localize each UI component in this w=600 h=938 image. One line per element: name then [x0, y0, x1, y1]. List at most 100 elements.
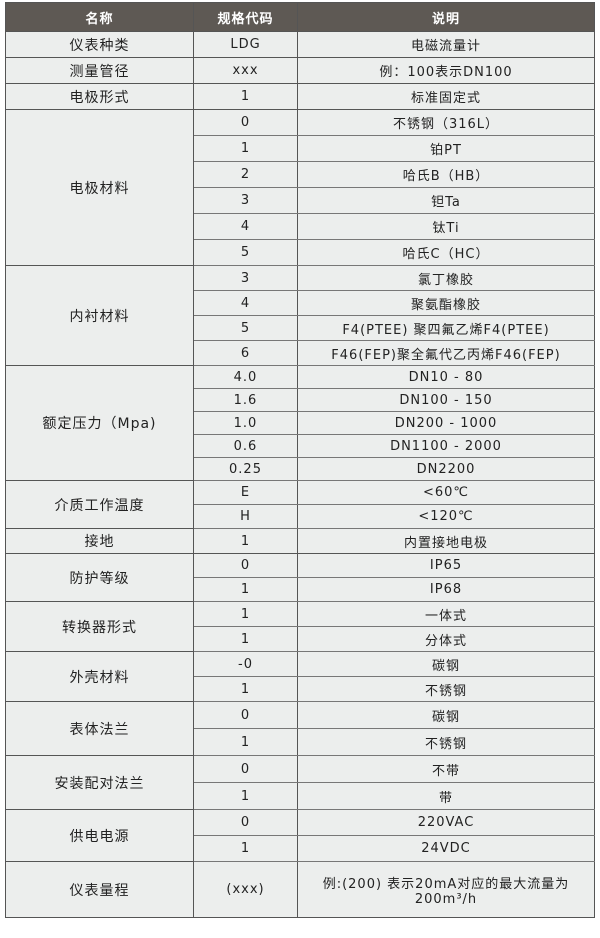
spec-code-cell: 3: [193, 265, 298, 291]
table-row: 接地 1 内置接地电极: [5, 528, 595, 554]
spec-code-cell: 1.6: [193, 388, 298, 412]
table-row: 0.6 DN1100 - 2000: [6, 434, 595, 458]
table-row: 防护等级 0 IP65: [5, 553, 595, 602]
spec-desc-cell: 带: [297, 782, 595, 810]
spec-code-cell: 3: [193, 187, 298, 214]
spec-name-cell: 介质工作温度: [5, 480, 194, 529]
table-row: 5 哈氏C（HC）: [6, 239, 595, 266]
spec-desc-cell: 不带: [297, 755, 595, 783]
spec-desc-cell: 24VDC: [297, 835, 595, 862]
spec-name-cell: 转换器形式: [5, 601, 194, 652]
spec-desc-cell: DN100 - 150: [297, 388, 595, 412]
spec-code-cell: 6: [193, 340, 298, 366]
spec-desc-cell: 氯丁橡胶: [297, 265, 595, 291]
spec-desc-cell: IP68: [297, 577, 595, 602]
table-row: 5 F4(PTEE) 聚四氟乙烯F4(PTEE): [6, 315, 595, 341]
spec-code-cell: 1: [193, 528, 298, 554]
spec-code-cell: 0.6: [193, 434, 298, 458]
spec-code-cell: 0: [193, 755, 298, 783]
table-row: 1.0 DN200 - 1000: [6, 411, 595, 435]
table-row: 安装配对法兰 0 不带: [5, 755, 595, 810]
spec-desc-cell: IP65: [297, 553, 595, 578]
spec-desc-cell: 钽Ta: [297, 187, 595, 214]
header-desc: 说明: [297, 2, 595, 32]
spec-desc-cell: 钛Ti: [297, 213, 595, 240]
table-row: 外壳材料 -0 碳钢: [5, 651, 595, 702]
spec-code-cell: 1: [193, 83, 298, 110]
spec-code-cell: 1: [193, 835, 298, 862]
spec-desc-cell: 标准固定式: [297, 83, 595, 110]
table-row: H <120℃: [6, 504, 595, 529]
table-row: 4 聚氨酯橡胶: [6, 290, 595, 316]
spec-desc-cell: 220VAC: [297, 809, 595, 836]
spec-code-cell: xxx: [193, 57, 298, 84]
table-row: 1.6 DN100 - 150: [6, 388, 595, 412]
table-row: 额定压力（Mpa) 4.0 DN10 - 80: [5, 365, 595, 481]
table-row: 2 哈氏B（HB）: [6, 161, 595, 188]
spec-code-cell: 0: [193, 109, 298, 136]
table-row: 介质工作温度 E <60℃: [5, 480, 595, 529]
spec-code-cell: 4: [193, 213, 298, 240]
spec-name-cell: 接地: [5, 528, 194, 554]
spec-code-cell: 5: [193, 315, 298, 341]
spec-name-cell: 表体法兰: [5, 701, 194, 756]
spec-desc-cell: <60℃: [297, 480, 595, 505]
spec-code-cell: 1: [193, 626, 298, 652]
spec-desc-cell: 碳钢: [297, 701, 595, 729]
spec-desc-cell: 不锈钢: [297, 728, 595, 756]
spec-code-cell: 1.0: [193, 411, 298, 435]
spec-code-cell: E: [193, 480, 298, 505]
spec-name-cell: 外壳材料: [5, 651, 194, 702]
spec-name-cell: 防护等级: [5, 553, 194, 602]
spec-code-cell: 1: [193, 782, 298, 810]
table-row: 6 F46(FEP)聚全氟代乙丙烯F46(FEP): [6, 340, 595, 366]
table-row: 3 钽Ta: [6, 187, 595, 214]
spec-code-cell: 4: [193, 290, 298, 316]
spec-code-cell: 1: [193, 577, 298, 602]
spec-desc-cell: 不锈钢: [297, 676, 595, 702]
spec-code-cell: 0.25: [193, 457, 298, 481]
table-row: 仪表量程 (xxx) 例:(200) 表示20mA对应的最大流量为200m³/h: [5, 861, 595, 918]
spec-desc-cell: DN10 - 80: [297, 365, 595, 389]
table-row: 电极形式 1 标准固定式: [5, 83, 595, 110]
spec-desc-cell: DN2200: [297, 457, 595, 481]
spec-name-cell: 电极形式: [5, 83, 194, 110]
spec-desc-cell: 哈氏C（HC）: [297, 239, 595, 266]
spec-desc-cell: F4(PTEE) 聚四氟乙烯F4(PTEE): [297, 315, 595, 341]
table-row: 0.25 DN2200: [6, 457, 595, 481]
spec-desc-cell: 一体式: [297, 601, 595, 627]
table-row: 1 分体式: [6, 626, 595, 652]
spec-code-cell: H: [193, 504, 298, 529]
spec-code-cell: 1: [193, 601, 298, 627]
spec-code-cell: 5: [193, 239, 298, 266]
spec-name-cell: 测量管径: [5, 57, 194, 84]
spec-code-cell: 0: [193, 553, 298, 578]
table-header-row: 名称 规格代码 说明: [5, 2, 595, 32]
table-row: 转换器形式 1 一体式: [5, 601, 595, 652]
spec-desc-cell: 例：100表示DN100: [297, 57, 595, 84]
spec-desc-cell: 碳钢: [297, 651, 595, 677]
table-row: 1 IP68: [6, 577, 595, 602]
spec-code-cell: -0: [193, 651, 298, 677]
spec-name-cell: 供电电源: [5, 809, 194, 862]
spec-desc-cell: 例:(200) 表示20mA对应的最大流量为200m³/h: [297, 861, 595, 918]
spec-name-cell: 电极材料: [5, 109, 194, 266]
spec-desc-cell: 电磁流量计: [297, 31, 595, 58]
spec-desc-cell: 不锈钢（316L）: [297, 109, 595, 136]
spec-code-cell: LDG: [193, 31, 298, 58]
table-row: 供电电源 0 220VAC: [5, 809, 595, 862]
header-name: 名称: [5, 2, 194, 32]
spec-name-cell: 额定压力（Mpa): [5, 365, 194, 481]
spec-code-cell: 1: [193, 728, 298, 756]
spec-desc-cell: <120℃: [297, 504, 595, 529]
table-row: 4 钛Ti: [6, 213, 595, 240]
spec-desc-cell: 分体式: [297, 626, 595, 652]
table-row: 电极材料 0 不锈钢（316L）: [5, 109, 595, 266]
header-code: 规格代码: [193, 2, 298, 32]
spec-table: 名称 规格代码 说明 仪表种类 LDG 电磁流量计 测量管径 xxx 例：100表示DN1…: [5, 2, 595, 918]
table-row: 表体法兰 0 碳钢: [5, 701, 595, 756]
table-row: 1 不锈钢: [6, 728, 595, 756]
spec-code-cell: 1: [193, 135, 298, 162]
spec-code-cell: 1: [193, 676, 298, 702]
spec-desc-cell: F46(FEP)聚全氟代乙丙烯F46(FEP): [297, 340, 595, 366]
